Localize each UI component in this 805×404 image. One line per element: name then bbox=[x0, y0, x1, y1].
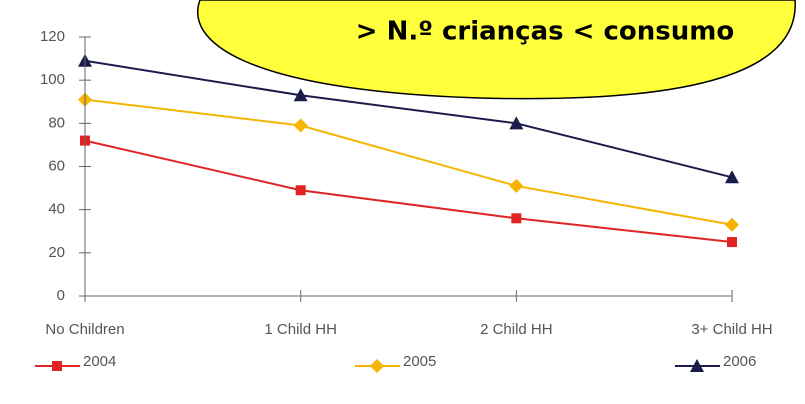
x-tick-label: No Children bbox=[45, 321, 124, 338]
series-line bbox=[84, 139, 733, 244]
callout-shape bbox=[196, 0, 796, 100]
legend-label: 2005 bbox=[403, 353, 436, 370]
y-tick-label: 60 bbox=[48, 157, 65, 174]
y-tick-label: 120 bbox=[40, 28, 65, 45]
x-tick-label: 1 Child HH bbox=[264, 321, 337, 338]
y-tick-label: 100 bbox=[40, 71, 65, 88]
series-line bbox=[84, 98, 733, 226]
annotation: > N.º crianças < consumo bbox=[356, 17, 734, 47]
x-tick-label: 3+ Child HH bbox=[691, 321, 772, 338]
y-tick-label: 80 bbox=[48, 114, 65, 131]
y-tick-label: 0 bbox=[57, 287, 65, 304]
x-tick-label: 2 Child HH bbox=[480, 321, 553, 338]
legend-label: 2006 bbox=[723, 353, 756, 370]
y-tick-label: 20 bbox=[48, 244, 65, 261]
series-line bbox=[84, 59, 733, 179]
y-tick-label: 40 bbox=[48, 201, 65, 218]
legend-label: 2004 bbox=[83, 353, 116, 370]
